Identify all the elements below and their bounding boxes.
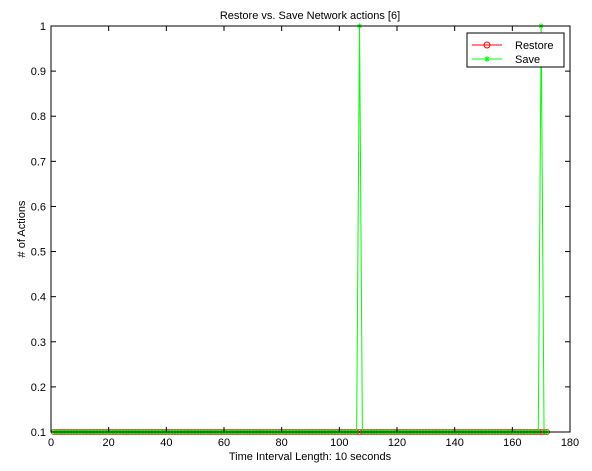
y-tick-label: 0.8 [31,111,46,123]
x-axis-title: Time Interval Length: 10 seconds [229,451,392,463]
y-axis: 0.1 0.2 0.3 0.4 0.5 0.6 0.7 0.8 0.9 1 [31,21,570,439]
y-tick-label: 0.2 [31,382,46,394]
y-tick-label: 0.6 [31,201,46,213]
x-tick-label: 120 [388,437,406,449]
y-tick-label: 0.7 [31,156,46,168]
y-tick-label: 0.9 [31,66,46,78]
x-tick-label: 20 [103,437,115,449]
y-tick-label: 0.1 [31,427,46,439]
chart-title: Restore vs. Save Network actions [6] [220,10,400,22]
y-tick-label: 0.4 [31,292,46,304]
x-tick-label: 40 [160,437,172,449]
plot-background [51,26,570,432]
legend-label-restore: Restore [515,40,554,52]
x-tick-label: 80 [276,437,288,449]
legend-label-save: Save [515,54,540,66]
legend: Restore Save [466,32,565,68]
x-tick-label: 0 [48,437,54,449]
legend-marker-save [484,56,490,62]
legend-marker-restore [483,41,491,49]
x-tick-label: 60 [218,437,230,449]
x-tick-label: 100 [330,437,348,449]
x-tick-label: 180 [561,437,579,449]
x-tick-label: 140 [445,437,463,449]
y-axis-title: # of Actions [16,200,28,257]
y-tick-label: 1 [40,21,46,33]
x-tick-label: 160 [503,437,521,449]
legend-box [466,32,565,68]
x-axis: 0 20 40 60 80 100 120 140 160 180 [48,26,579,449]
y-tick-label: 0.3 [31,337,46,349]
plot-frame [50,25,571,433]
y-tick-label: 0.5 [31,247,46,259]
